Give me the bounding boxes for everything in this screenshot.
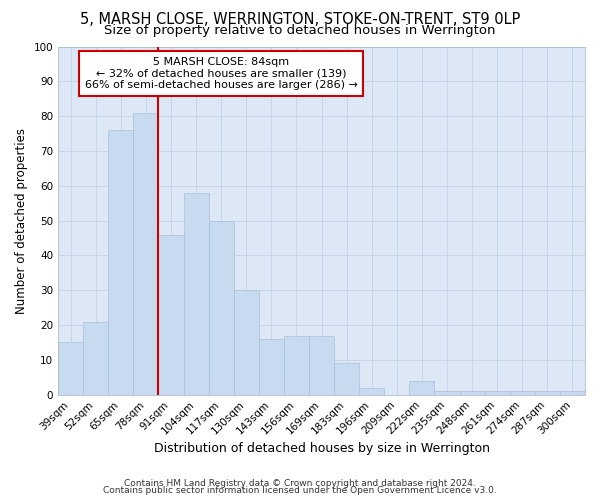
Text: Size of property relative to detached houses in Werrington: Size of property relative to detached ho…: [104, 24, 496, 37]
Bar: [560, 391, 585, 394]
Bar: [409, 381, 434, 394]
Bar: [510, 391, 535, 394]
Bar: [309, 336, 334, 394]
Bar: [184, 193, 209, 394]
X-axis label: Distribution of detached houses by size in Werrington: Distribution of detached houses by size …: [154, 442, 490, 455]
Text: 5, MARSH CLOSE, WERRINGTON, STOKE-ON-TRENT, ST9 0LP: 5, MARSH CLOSE, WERRINGTON, STOKE-ON-TRE…: [80, 12, 520, 28]
Bar: [233, 290, 259, 395]
Bar: [434, 391, 460, 394]
Bar: [535, 391, 560, 394]
Bar: [334, 364, 359, 394]
Bar: [284, 336, 309, 394]
Y-axis label: Number of detached properties: Number of detached properties: [15, 128, 28, 314]
Bar: [108, 130, 133, 394]
Bar: [460, 391, 485, 394]
Bar: [259, 339, 284, 394]
Bar: [485, 391, 510, 394]
Bar: [158, 234, 184, 394]
Text: Contains public sector information licensed under the Open Government Licence v3: Contains public sector information licen…: [103, 486, 497, 495]
Bar: [359, 388, 384, 394]
Bar: [133, 112, 158, 394]
Text: Contains HM Land Registry data © Crown copyright and database right 2024.: Contains HM Land Registry data © Crown c…: [124, 478, 476, 488]
Text: 5 MARSH CLOSE: 84sqm
← 32% of detached houses are smaller (139)
66% of semi-deta: 5 MARSH CLOSE: 84sqm ← 32% of detached h…: [85, 57, 358, 90]
Bar: [58, 342, 83, 394]
Bar: [209, 220, 233, 394]
Bar: [83, 322, 108, 394]
